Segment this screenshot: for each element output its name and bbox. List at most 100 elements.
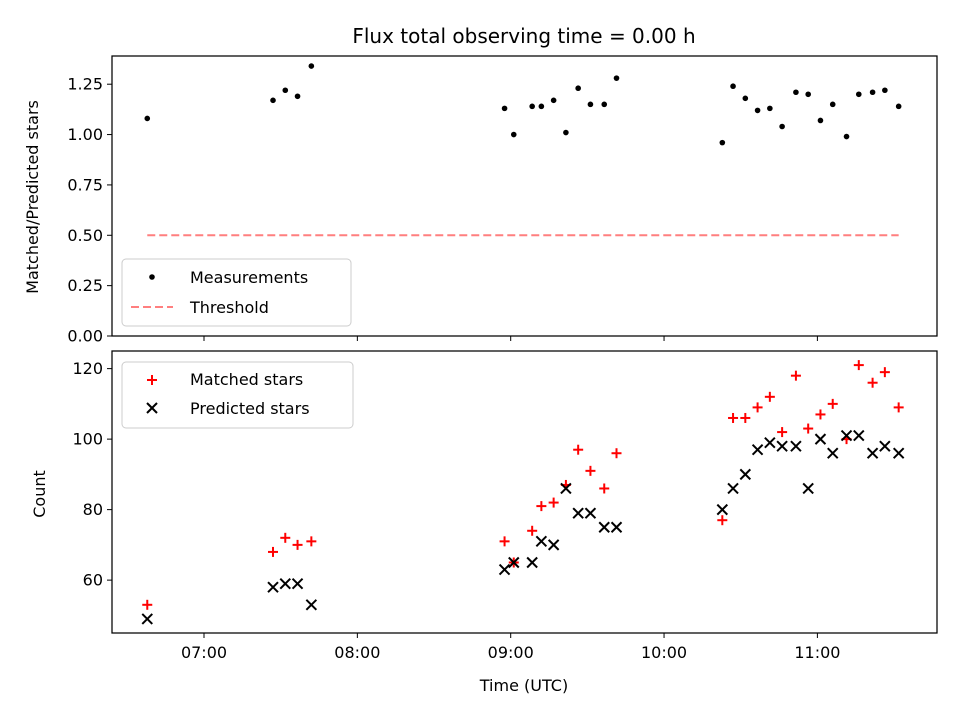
- measurement-point: [895, 103, 902, 110]
- matched-star-point: [585, 465, 596, 476]
- measurement-point: [882, 87, 888, 94]
- predicted-star-point: [547, 539, 560, 551]
- top-chart-title: Flux total observing time = 0.00 h: [352, 24, 695, 48]
- legend-matched-label: Matched stars: [190, 370, 303, 389]
- bottom-x-tick-label: 09:00: [488, 643, 534, 662]
- measurement-point: [613, 75, 620, 81]
- predicted-star-point: [814, 433, 827, 445]
- matched-star-point: [142, 599, 153, 610]
- top-legend-box: [121, 258, 352, 327]
- top-y-tick-label: 1.00: [67, 125, 103, 144]
- matched-star-point: [527, 525, 538, 536]
- predicted-star-point: [508, 556, 520, 569]
- legend-threshold-label: Threshold: [189, 298, 269, 317]
- predicted-star-point: [892, 447, 905, 459]
- predicted-star-point: [584, 507, 597, 519]
- top-marks: [144, 63, 902, 237]
- predicted-star-point: [727, 482, 739, 495]
- predicted-star-point: [498, 563, 511, 576]
- matched-star-point: [790, 370, 801, 381]
- bottom-panel: Count Time (UTC) 60 80 100 120 07:00 08:00 09:…: [30, 350, 938, 695]
- predicted-star-point: [802, 482, 814, 495]
- predicted-star-point: [764, 436, 776, 449]
- predicted-star-point: [840, 429, 853, 442]
- matched-star-point: [803, 423, 814, 434]
- top-y-tick-label: 0.00: [67, 327, 103, 346]
- legend-measurements-marker: [149, 274, 155, 280]
- measurement-point: [501, 105, 508, 112]
- top-y-tick-label: 0.25: [67, 276, 103, 295]
- predicted-star-point: [716, 503, 729, 516]
- top-y-tick-label: 0.75: [67, 175, 103, 194]
- legend-predicted-marker: [146, 402, 158, 414]
- measurement-point: [742, 95, 749, 102]
- predicted-star-point: [879, 440, 891, 452]
- measurement-point: [805, 91, 811, 98]
- bottom-y-axis-label: Count: [30, 470, 49, 518]
- bottom-x-tick-label: 08:00: [334, 643, 380, 662]
- measurement-point: [829, 101, 836, 108]
- predicted-star-point: [790, 440, 802, 452]
- matched-star-point: [499, 536, 510, 547]
- bottom-ticks: 60 80 100 120 07:00 08:00 09:00 10:00 11:00: [72, 359, 840, 662]
- bottom-legend: Matched stars Predicted stars: [121, 361, 354, 429]
- legend-predicted-label: Predicted stars: [190, 399, 310, 418]
- matched-star-point: [728, 412, 739, 423]
- measurement-point: [855, 91, 862, 98]
- bottom-plot-frame: [111, 350, 938, 634]
- matched-star-point: [573, 444, 584, 455]
- predicted-star-point: [291, 577, 304, 590]
- top-y-tick-label: 1.25: [67, 75, 103, 94]
- matched-star-point: [879, 367, 890, 378]
- measurement-point: [817, 117, 824, 124]
- measurement-point: [308, 63, 315, 69]
- predicted-star-point: [526, 556, 538, 569]
- matched-star-point: [599, 483, 610, 494]
- bottom-legend-box: [121, 361, 354, 429]
- matched-star-point: [611, 448, 622, 459]
- bottom-x-tick-label: 07:00: [181, 643, 227, 662]
- bottom-y-tick-label: 80: [83, 500, 103, 519]
- measurement-point: [563, 129, 569, 136]
- predicted-star-point: [751, 443, 764, 456]
- predicted-star-point: [827, 447, 839, 459]
- top-y-axis-label: Matched/Predicted stars: [23, 100, 42, 294]
- measurement-point: [779, 123, 785, 130]
- measurement-point: [754, 107, 761, 114]
- matched-star-point: [893, 402, 904, 413]
- legend-measurements-label: Measurements: [190, 268, 308, 287]
- measurement-point: [510, 131, 517, 138]
- bottom-y-tick-label: 120: [72, 359, 103, 378]
- measurement-point: [587, 101, 594, 108]
- measurement-point: [550, 97, 557, 104]
- matched-star-point: [764, 391, 775, 402]
- top-plot-frame: [111, 55, 938, 337]
- measurement-point: [282, 87, 289, 94]
- measurement-point: [144, 115, 151, 122]
- measurement-point: [294, 93, 301, 100]
- measurement-point: [843, 133, 850, 140]
- measurement-point: [869, 89, 876, 96]
- matched-star-point: [280, 532, 291, 543]
- matched-star-point: [536, 501, 547, 512]
- bottom-x-axis-label: Time (UTC): [479, 676, 568, 695]
- measurement-point: [719, 139, 726, 146]
- predicted-star-point: [866, 447, 879, 459]
- predicted-star-point: [610, 521, 623, 533]
- predicted-star-point: [141, 613, 153, 625]
- measurement-point: [538, 103, 545, 110]
- measurement-point: [793, 89, 799, 96]
- matched-star-point: [752, 402, 763, 413]
- predicted-star-point: [535, 535, 548, 548]
- matched-star-point: [268, 546, 279, 557]
- measurement-point: [575, 85, 581, 92]
- bottom-x-tick-label: 11:00: [794, 643, 840, 662]
- measurement-point: [529, 103, 535, 110]
- measurement-point: [767, 105, 773, 112]
- measurement-point: [730, 83, 736, 90]
- top-panel: Flux total observing time = 0.00 h Match…: [23, 24, 938, 346]
- matched-star-point: [548, 497, 559, 508]
- matched-star-point: [815, 409, 826, 420]
- measurement-point: [601, 101, 608, 108]
